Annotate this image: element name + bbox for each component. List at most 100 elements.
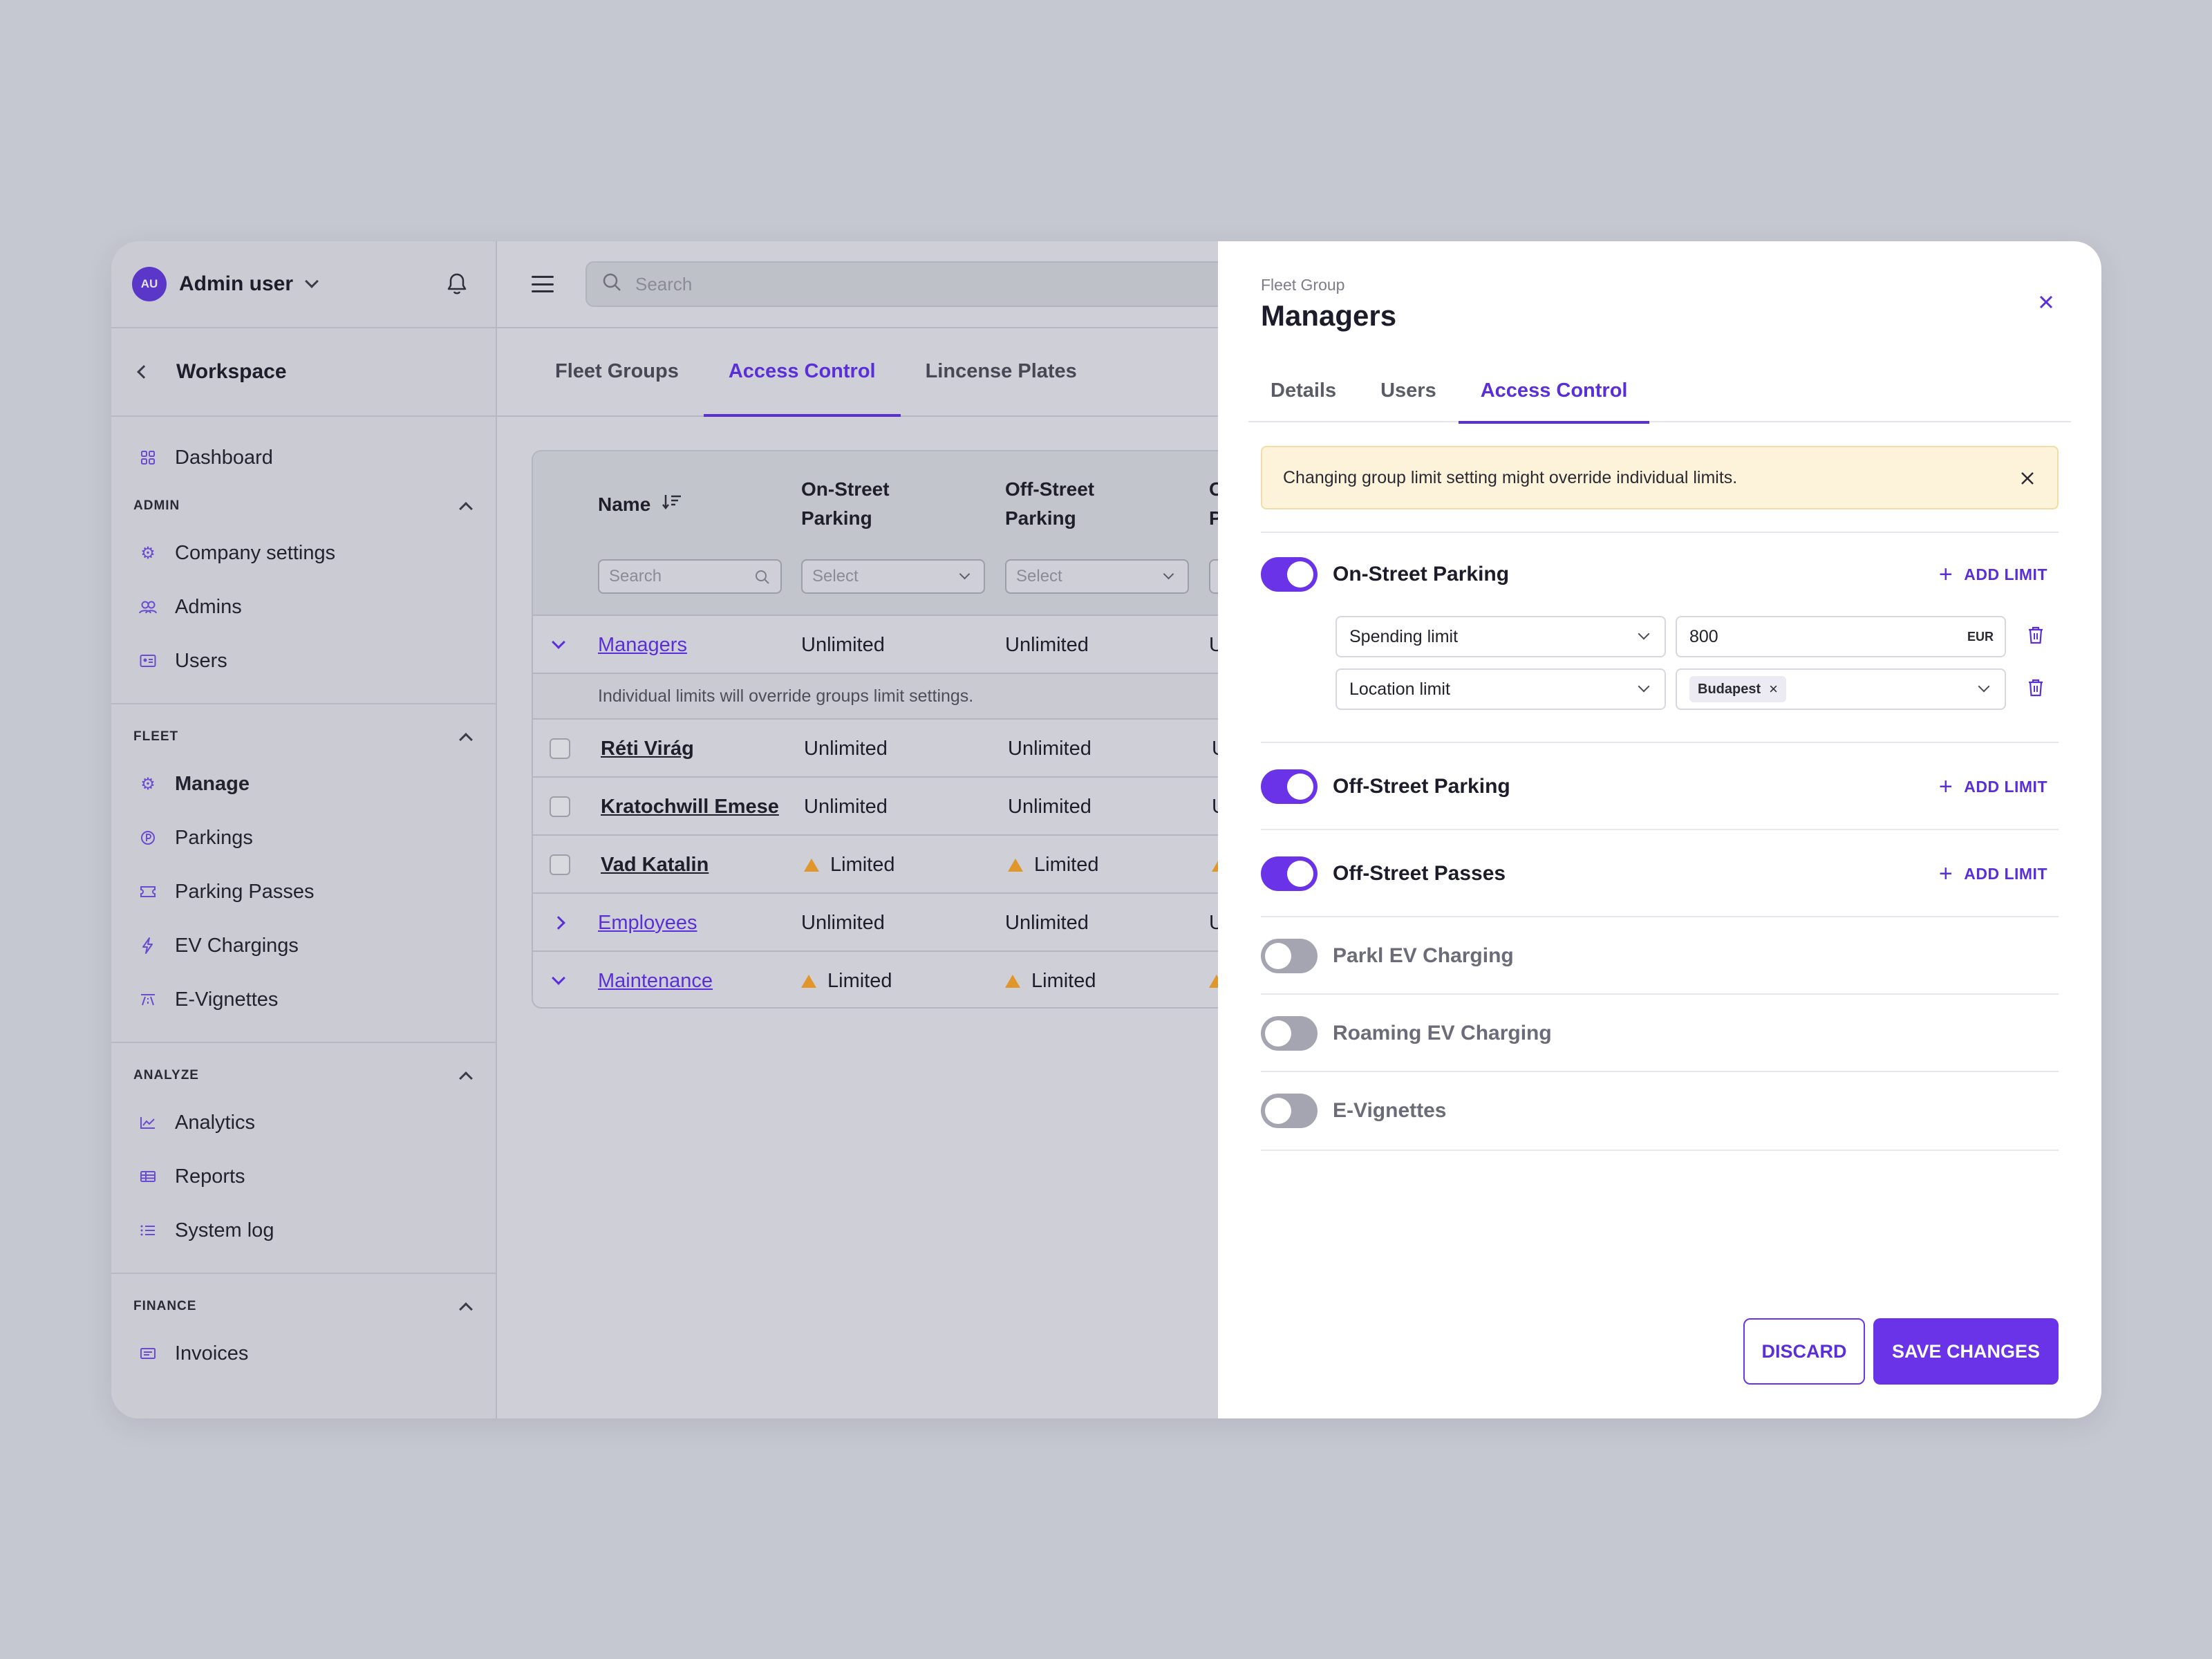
location-multiselect[interactable]: Budapest × — [1676, 668, 2006, 710]
off-street-value: Unlimited — [1008, 795, 1091, 818]
close-icon[interactable] — [2034, 290, 2059, 315]
sidebar-item-admins[interactable]: Admins — [111, 580, 496, 634]
id-card-icon — [139, 652, 157, 670]
group-link[interactable]: Employees — [598, 911, 697, 934]
group-link[interactable]: Maintenance — [598, 969, 713, 992]
tab-access-control[interactable]: Access Control — [1458, 359, 1650, 424]
e-vignettes-toggle[interactable] — [1261, 1094, 1318, 1128]
tab-fleet-groups[interactable]: Fleet Groups — [555, 359, 679, 382]
sidebar-item-label: Dashboard — [175, 446, 273, 469]
parkl-ev-toggle[interactable] — [1261, 939, 1318, 973]
sidebar-item-system-log[interactable]: System log — [111, 1203, 496, 1257]
currency-unit: EUR — [1967, 629, 1994, 644]
on-street-filter-select[interactable]: Select — [801, 559, 985, 594]
table-row[interactable]: Managers Unlimited Unlimited U — [533, 616, 1360, 674]
limit-type-select[interactable]: Spending limit — [1335, 616, 1666, 657]
sidebar-item-dashboard[interactable]: Dashboard — [111, 431, 496, 485]
service-label: Off-Street Parking — [1333, 775, 1510, 798]
chevron-up-icon[interactable] — [459, 1302, 473, 1316]
tab-details[interactable]: Details — [1271, 379, 1337, 402]
chevron-down-icon[interactable] — [305, 274, 319, 288]
section-finance[interactable]: FINANCE — [111, 1286, 496, 1327]
off-street-filter-select[interactable]: Select — [1005, 559, 1189, 594]
trash-icon[interactable] — [2027, 626, 2046, 646]
workspace-header[interactable]: Workspace — [111, 328, 496, 417]
chevron-down-icon[interactable] — [552, 971, 565, 985]
roaming-ev-toggle[interactable] — [1261, 1016, 1318, 1051]
sidebar-item-parkings[interactable]: Parkings — [111, 811, 496, 865]
chevron-up-icon[interactable] — [459, 733, 473, 747]
sidebar-item-users[interactable]: Users — [111, 634, 496, 688]
tab-access-control[interactable]: Access Control — [703, 327, 901, 417]
section-admin[interactable]: ADMIN — [111, 486, 496, 526]
sidebar-item-e-vignettes[interactable]: E-Vignettes — [111, 973, 496, 1027]
tab-license-plates[interactable]: Lincense Plates — [925, 359, 1077, 382]
user-name[interactable]: Admin user — [179, 272, 294, 295]
add-limit-button[interactable]: + ADD LIMIT — [1938, 774, 2047, 800]
discard-button[interactable]: DISCARD — [1743, 1318, 1865, 1385]
row-checkbox[interactable] — [550, 796, 570, 817]
off-street-value: Unlimited — [1008, 737, 1091, 760]
sidebar-item-label: Manage — [175, 772, 250, 795]
column-name[interactable]: Name — [598, 490, 682, 519]
sidebar-item-invoices[interactable]: Invoices — [111, 1327, 496, 1380]
on-street-value: Limited — [827, 969, 892, 992]
chevron-up-icon[interactable] — [459, 1071, 473, 1085]
on-street-toggle[interactable] — [1261, 557, 1318, 592]
sidebar-item-label: Analytics — [175, 1111, 256, 1134]
chevron-right-icon[interactable] — [552, 916, 565, 930]
column-label: Parking — [1005, 507, 1076, 529]
close-icon[interactable]: × — [1769, 680, 1778, 697]
limit-type-select[interactable]: Location limit — [1335, 668, 1666, 710]
close-icon[interactable] — [2018, 469, 2036, 487]
drawer-tabs: Details Users Access Control — [1248, 359, 2071, 424]
table-row[interactable]: Employees Unlimited Unlimited U — [533, 894, 1360, 952]
add-limit-button[interactable]: + ADD LIMIT — [1939, 563, 2047, 586]
group-link[interactable]: Managers — [598, 633, 687, 656]
chevron-left-icon[interactable] — [137, 365, 151, 379]
column-on-street[interactable]: On-Street Parking — [801, 475, 890, 533]
bell-icon[interactable] — [443, 270, 471, 298]
table-row[interactable]: Kratochwill Emese Unlimited Unlimited U — [533, 778, 1360, 836]
user-header: AU Admin user — [111, 241, 496, 328]
row-checkbox[interactable] — [550, 854, 570, 875]
sidebar-item-company-settings[interactable]: ⚙ Company settings — [111, 526, 496, 580]
add-limit-button[interactable]: + ADD LIMIT — [1939, 862, 2047, 885]
sort-icon[interactable] — [662, 490, 682, 519]
save-changes-button[interactable]: SAVE CHANGES — [1873, 1318, 2059, 1385]
menu-icon[interactable] — [532, 276, 554, 292]
tab-users[interactable]: Users — [1380, 379, 1436, 402]
person-link[interactable]: Réti Virág — [601, 737, 694, 760]
chevron-down-icon[interactable] — [552, 635, 565, 649]
sidebar-item-manage[interactable]: ⚙ Manage — [111, 757, 496, 811]
chevron-up-icon[interactable] — [459, 502, 473, 516]
row-checkbox[interactable] — [550, 738, 570, 759]
section-fleet[interactable]: FLEET — [111, 717, 496, 757]
sidebar-item-reports[interactable]: Reports — [111, 1150, 496, 1203]
person-link[interactable]: Kratochwill Emese — [601, 795, 779, 818]
column-label: Name — [598, 494, 651, 515]
trash-icon[interactable] — [2027, 678, 2046, 699]
search-input[interactable]: Search — [585, 261, 1277, 307]
sidebar-item-ev-chargings[interactable]: EV Chargings — [111, 919, 496, 973]
filter-placeholder: Search — [609, 567, 662, 585]
location-chip[interactable]: Budapest × — [1689, 676, 1786, 702]
divider — [111, 1042, 496, 1043]
plus-icon: + — [1938, 774, 1953, 800]
off-street-passes-toggle[interactable] — [1261, 856, 1318, 891]
sidebar: AU Admin user Workspace Dashboard ADMIN … — [111, 241, 497, 1418]
table-row[interactable]: Vad Katalin Limited Limited — [533, 836, 1360, 894]
column-label: Parking — [801, 507, 872, 529]
section-analyze[interactable]: ANALYZE — [111, 1056, 496, 1096]
column-off-street[interactable]: Off-Street Parking — [1005, 475, 1094, 533]
limit-amount-input[interactable]: 800 EUR — [1676, 616, 2006, 657]
select-value: Spending limit — [1349, 626, 1459, 646]
road-icon — [139, 991, 157, 1009]
add-limit-label: ADD LIMIT — [1964, 777, 2047, 796]
avatar[interactable]: AU — [132, 267, 167, 301]
name-filter-input[interactable]: Search — [598, 559, 782, 594]
off-street-toggle[interactable] — [1261, 769, 1318, 804]
sidebar-item-analytics[interactable]: Analytics — [111, 1096, 496, 1150]
person-link[interactable]: Vad Katalin — [601, 853, 709, 876]
sidebar-item-parking-passes[interactable]: Parking Passes — [111, 865, 496, 919]
